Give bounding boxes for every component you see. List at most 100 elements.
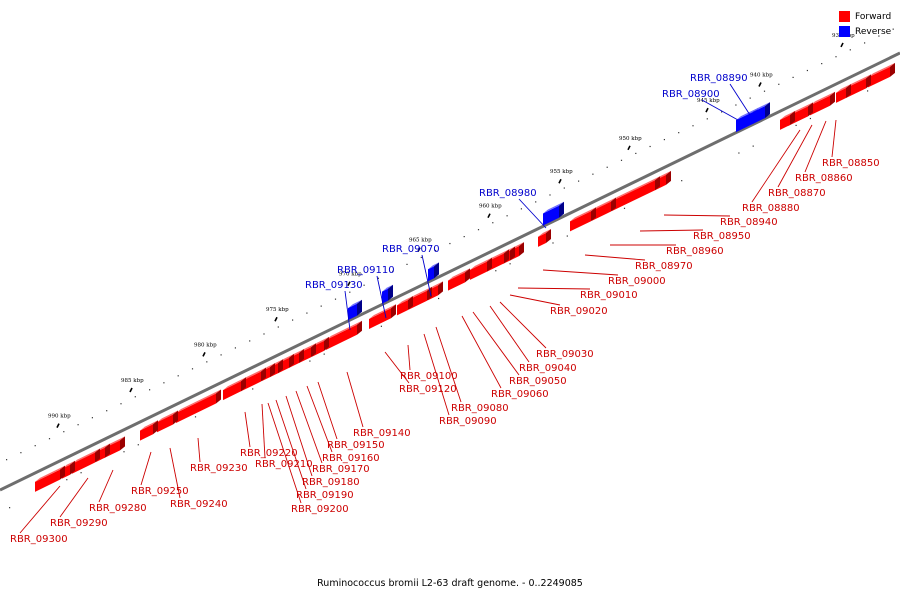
label-leader [295, 390, 323, 464]
gene-body [538, 233, 546, 247]
gene-cap [434, 262, 439, 279]
minor-tick [48, 438, 51, 440]
minor-tick [549, 194, 551, 196]
forward-gene-label: RBR_09290 [50, 518, 108, 529]
forward-gene-label: RBR_09240 [170, 499, 228, 510]
forward-gene [780, 111, 795, 130]
forward-gene-label: RBR_09140 [353, 428, 411, 439]
major-tick [56, 423, 60, 428]
labels-layer: RBR_08850 RBR_08860 RBR_08870 RBR_08880 RBR_… [10, 73, 880, 545]
forward-gene-label: RBR_09190 [296, 490, 354, 501]
minor-tick [220, 354, 222, 356]
label-leader [98, 469, 114, 503]
gene-body [223, 381, 241, 401]
gene-cap [808, 102, 813, 117]
forward-gene-label: RBR_08940 [720, 217, 778, 228]
forward-gene-label: RBR_09210 [255, 459, 313, 470]
minor-tick [821, 63, 823, 65]
gene-top [592, 197, 616, 211]
forward-gene [836, 84, 851, 103]
gene-body [592, 201, 611, 221]
gene-cap [261, 367, 266, 382]
forward-gene-label: RBR_09100 [400, 371, 458, 382]
label-leader [423, 333, 450, 416]
forward-gene-label: RBR_09020 [550, 306, 608, 317]
gene-cap [611, 197, 616, 212]
minor-tick [309, 360, 311, 362]
legend: Forward Reverse [839, 9, 891, 39]
label-leader [407, 344, 411, 371]
gene-top [223, 377, 246, 391]
minor-tick [306, 312, 308, 314]
forward-gene [538, 229, 551, 247]
forward-swatch [839, 11, 850, 22]
minor-tick [323, 353, 325, 355]
gene-cap [270, 363, 275, 378]
gene-top [846, 74, 871, 89]
minor-tick [252, 388, 254, 390]
reverse-gene-label: RBR_08890 [690, 73, 748, 84]
forward-gene [470, 257, 492, 280]
minor-tick [177, 375, 179, 377]
minor-tick [163, 382, 165, 384]
gene-top [810, 91, 835, 106]
gene-body [428, 266, 434, 282]
gene-cap [438, 281, 443, 296]
gene-top [140, 420, 158, 431]
minor-tick [892, 28, 894, 30]
gene-cap [559, 201, 564, 218]
minor-tick [292, 319, 294, 321]
gene-cap [655, 176, 660, 191]
minor-tick [263, 333, 265, 335]
gene-body [397, 300, 408, 316]
label-leader [517, 287, 591, 290]
minor-tick [592, 173, 594, 175]
gene-top [836, 84, 851, 93]
forward-gene-label: RBR_08880 [742, 203, 800, 214]
minor-tick [6, 459, 8, 461]
legend-forward: Forward [839, 9, 891, 24]
minor-tick [495, 270, 497, 272]
minor-tick [20, 452, 22, 454]
forward-gene [592, 197, 616, 221]
minor-tick [809, 117, 811, 120]
reverse-gene-label: RBR_09110 [337, 265, 395, 276]
minor-tick [752, 145, 754, 147]
gene-top [241, 367, 266, 382]
forward-gene-label: RBR_08970 [635, 261, 693, 272]
minor-tick [438, 297, 440, 300]
gene-top [868, 62, 895, 78]
forward-gene-label: RBR_09060 [491, 389, 549, 400]
label-leader [729, 83, 751, 116]
label-leader [472, 311, 520, 376]
minor-tick [137, 444, 139, 446]
label-leader [639, 229, 704, 232]
forward-gene [176, 389, 221, 423]
minor-tick [649, 145, 651, 148]
label-leader [804, 120, 827, 173]
label-leader [421, 254, 432, 297]
gene-cap [591, 207, 596, 222]
gene-top [780, 111, 795, 120]
minor-tick [77, 424, 79, 426]
forward-gene-label: RBR_08870 [768, 188, 826, 199]
gene-top [409, 286, 432, 300]
gene-body [753, 106, 765, 124]
gene-cap [289, 353, 294, 368]
forward-gene-label: RBR_09220 [240, 448, 298, 459]
reverse-gene-label: RBR_08900 [662, 89, 720, 100]
minor-tick [349, 291, 351, 293]
gene-cap [504, 249, 509, 264]
reverse-gene [428, 262, 439, 282]
gene-top [448, 268, 470, 281]
gene-cap [890, 62, 895, 77]
tick-label: 980 kbp [194, 342, 217, 348]
major-tick [558, 178, 562, 184]
gene-top [176, 389, 221, 413]
minor-tick [320, 305, 322, 307]
gene-cap [391, 304, 396, 319]
minor-tick [249, 340, 251, 342]
label-leader [831, 119, 837, 158]
genome-backbone [0, 51, 900, 492]
